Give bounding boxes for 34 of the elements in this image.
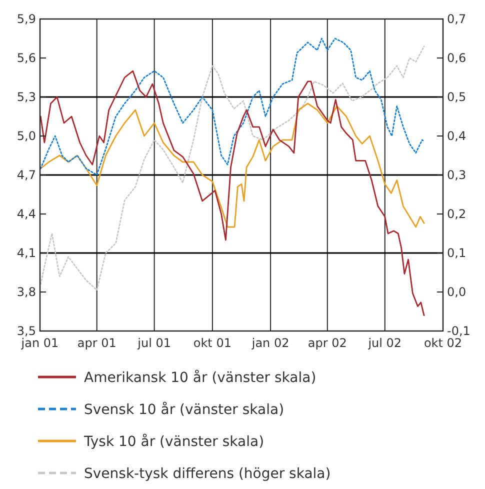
line-series	[40, 46, 425, 291]
x-tick-label: jan 02	[250, 336, 290, 350]
y2-tick-label: 0,4	[447, 129, 466, 144]
y-tick-label: 5,6	[16, 51, 36, 66]
y2-tick-label: -0,1	[447, 324, 470, 338]
legend-label: Amerikansk 10 år (vänster skala)	[84, 368, 316, 386]
y2-tick-label: 0,5	[447, 90, 466, 104]
y-tick-label: 4,1	[16, 246, 36, 260]
y-tick-label: 3,5	[16, 324, 36, 338]
x-tick-label: apr 02	[308, 336, 347, 350]
y2-tick-label: 0,0	[447, 285, 466, 300]
x-tick-label: jan 01	[20, 336, 59, 350]
y2-tick-label: 0,7	[447, 12, 466, 26]
y2-tick-label: 0,2	[447, 207, 466, 222]
line-series	[40, 102, 425, 228]
y-tick-label: 3,8	[16, 285, 36, 300]
x-tick-label: jul 01	[136, 336, 172, 350]
x-tick-label: okt 02	[424, 336, 462, 350]
x-tick-label: apr 01	[77, 336, 116, 350]
line-series	[40, 70, 425, 316]
y2-tick-label: 0,3	[447, 168, 466, 182]
x-tick-label: jul 02	[367, 336, 402, 350]
y2-tick-label: 0,6	[447, 51, 466, 66]
y-tick-label: 5,0	[16, 129, 36, 144]
x-tick-label: okt 01	[193, 336, 232, 350]
y-tick-label: 5,9	[16, 12, 36, 26]
y-tick-label: 4,4	[16, 207, 36, 222]
y-tick-label: 5,3	[16, 90, 36, 104]
line-series	[40, 38, 425, 176]
legend-label: Svensk 10 år (vänster skala)	[84, 400, 284, 418]
legend-label: Svensk-tysk differens (höger skala)	[84, 466, 331, 482]
legend-label: Tysk 10 år (vänster skala)	[83, 432, 264, 450]
y2-tick-label: 0,1	[447, 246, 466, 260]
y-tick-label: 4,7	[16, 168, 36, 182]
